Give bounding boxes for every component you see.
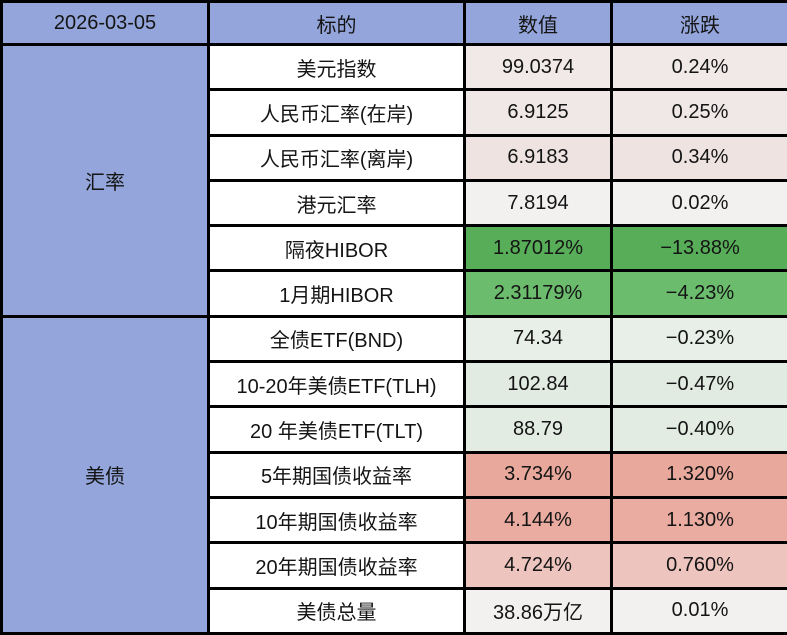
row-change: −4.23% (610, 269, 787, 318)
row-change: 0.24% (610, 42, 787, 92)
row-label: 人民币汇率(离岸) (207, 133, 466, 182)
row-change: 0.34% (610, 133, 787, 182)
table-row: 人民币汇率(离岸) 6.9183 0.34% (2, 133, 787, 182)
column-header-value: 数值 (463, 0, 613, 46)
row-value: 102.84 (463, 360, 613, 409)
table-row: 人民币汇率(在岸) 6.9125 0.25% (2, 88, 787, 137)
row-label: 隔夜HIBOR (207, 224, 466, 273)
category-cell-us-bonds: 美债 (0, 314, 210, 635)
row-label: 10年期国债收益率 (207, 495, 466, 545)
row-value: 74.34 (463, 314, 613, 364)
row-change: −13.88% (610, 224, 787, 273)
row-change: −0.40% (610, 405, 787, 454)
row-value: 88.79 (463, 405, 613, 454)
table-row: 20年期国债收益率 4.724% 0.760% (2, 541, 787, 590)
date-header-cell: 2026-03-05 (0, 0, 210, 46)
row-label: 20 年美债ETF(TLT) (207, 405, 466, 454)
column-header-change: 涨跌 (610, 0, 787, 46)
table-row: 10-20年美债ETF(TLH) 102.84 −0.47% (2, 360, 787, 409)
table-row: 隔夜HIBOR 1.87012% −13.88% (2, 224, 787, 273)
row-change: −0.23% (610, 314, 787, 364)
row-change: 1.320% (610, 450, 787, 499)
table-row: 5年期国债收益率 3.734% 1.320% (2, 450, 787, 499)
row-value: 4.144% (463, 495, 613, 545)
row-change: 0.01% (610, 586, 787, 635)
row-label: 人民币汇率(在岸) (207, 88, 466, 137)
table-row: 1月期HIBOR 2.31179% −4.23% (2, 269, 787, 318)
row-value: 7.8194 (463, 178, 613, 228)
table-row: 汇率 美元指数 99.0374 0.24% (0, 42, 787, 318)
table-row: 美债总量 38.86万亿 0.01% (2, 586, 787, 635)
table-row: 港元汇率 7.8194 0.02% (2, 178, 787, 228)
table-row: 10年期国债收益率 4.144% 1.130% (2, 495, 787, 545)
row-change: 1.130% (610, 495, 787, 545)
row-value: 6.9183 (463, 133, 613, 182)
row-label: 10-20年美债ETF(TLH) (207, 360, 466, 409)
row-label: 20年期国债收益率 (207, 541, 466, 590)
row-value: 4.724% (463, 541, 613, 590)
row-label: 1月期HIBOR (207, 269, 466, 318)
row-label: 全债ETF(BND) (207, 314, 466, 364)
row-value: 3.734% (463, 450, 613, 499)
row-label: 美元指数 (207, 42, 466, 92)
row-change: −0.47% (610, 360, 787, 409)
row-value: 38.86万亿 (463, 586, 613, 635)
row-change: 0.25% (610, 88, 787, 137)
column-header-target: 标的 (207, 0, 466, 46)
row-label: 美债总量 (207, 586, 466, 635)
row-label: 港元汇率 (207, 178, 466, 228)
header-row: 2026-03-05 标的 数值 涨跌 (0, 0, 787, 46)
row-change: 0.02% (610, 178, 787, 228)
row-value: 1.87012% (463, 224, 613, 273)
row-value: 6.9125 (463, 88, 613, 137)
category-cell-fx: 汇率 (0, 43, 210, 318)
row-change: 0.760% (610, 541, 787, 590)
row-value: 2.31179% (463, 269, 613, 318)
row-value: 99.0374 (463, 42, 613, 92)
table-row: 20 年美债ETF(TLT) 88.79 −0.40% (2, 405, 787, 454)
table-row: 美债 全债ETF(BND) 74.34 −0.23% (0, 314, 787, 635)
row-label: 5年期国债收益率 (207, 450, 466, 499)
